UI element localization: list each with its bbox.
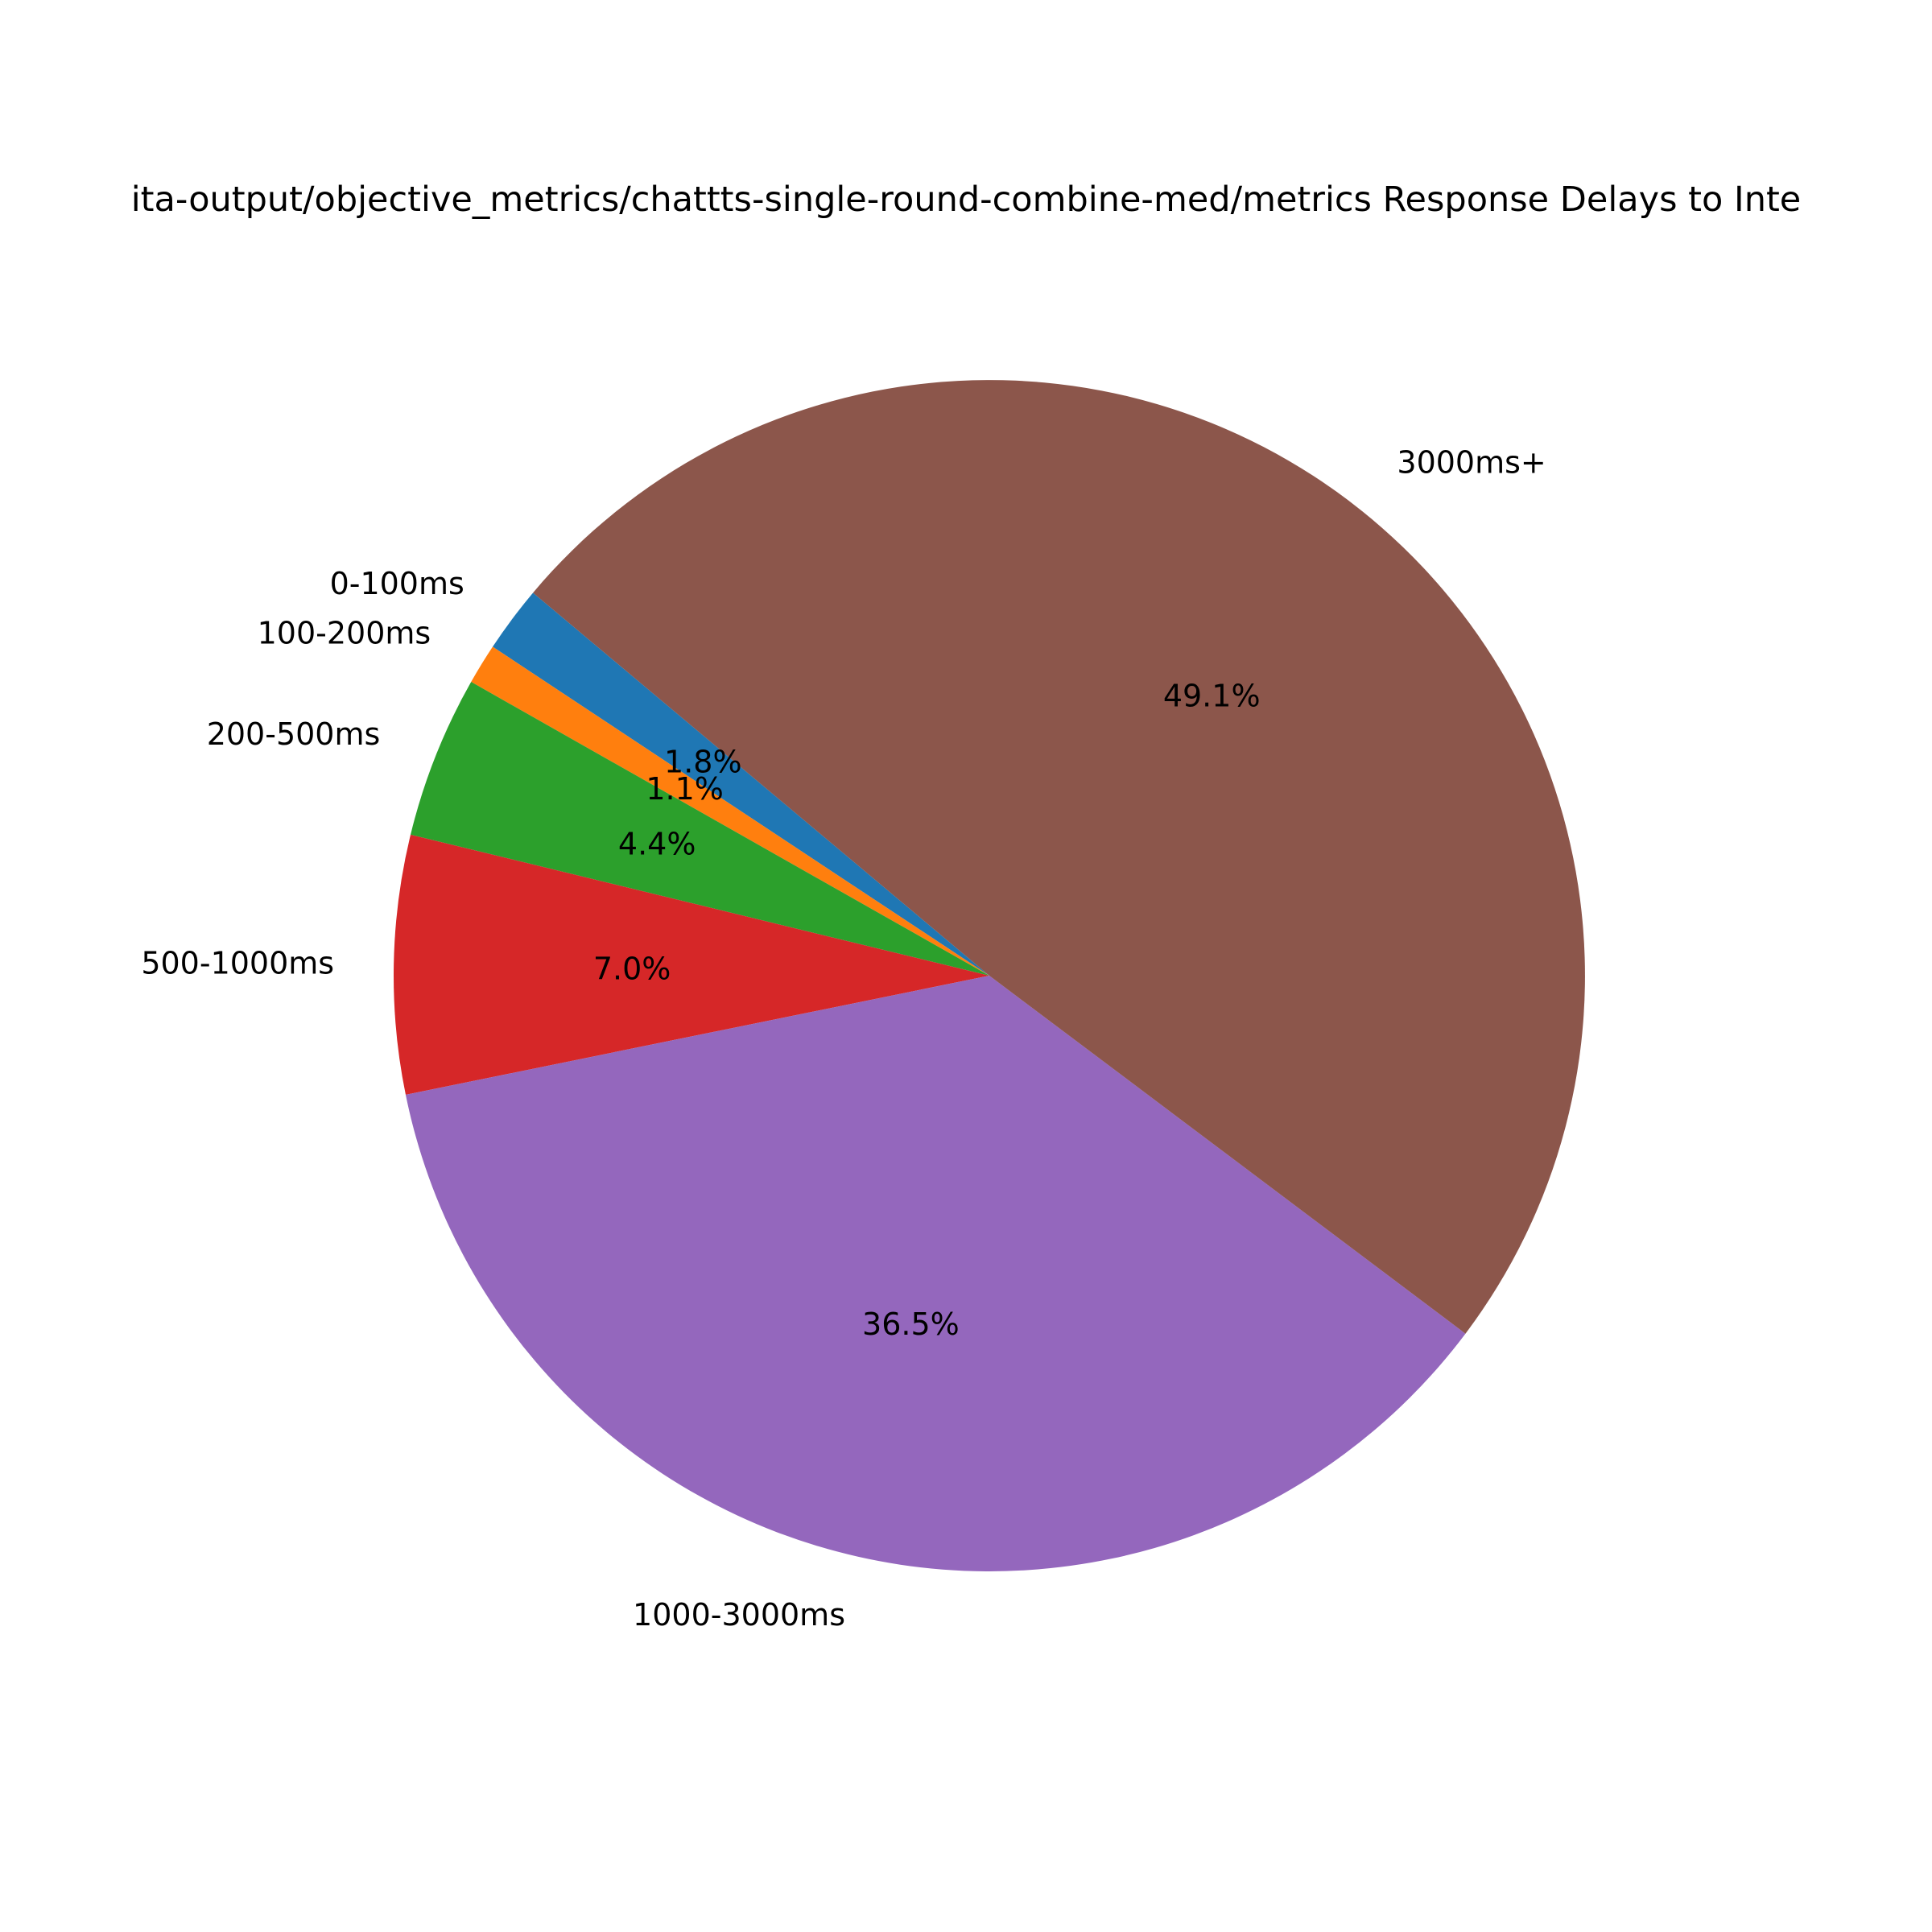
slice-label-200-500ms: 200-500ms: [207, 716, 381, 752]
pie-slice-3000msplus: [533, 380, 1585, 1334]
slice-label-1000-3000ms: 1000-3000ms: [633, 1597, 845, 1633]
pct-label-200-500ms: 4.4%: [618, 826, 696, 861]
pie-slice-500-1000ms: [393, 834, 989, 1095]
slice-label-3000msplus: 3000ms+: [1397, 445, 1546, 481]
slice-label-500-1000ms: 500-1000ms: [141, 946, 334, 981]
pie-slices: [393, 380, 1585, 1571]
slice-label-0-100ms: 0-100ms: [330, 566, 464, 601]
pie-slice-1000-3000ms: [405, 976, 1466, 1571]
pie-slice-200-500ms: [411, 682, 989, 976]
pie-slice-100-200ms: [471, 646, 989, 976]
pct-label-3000msplus: 49.1%: [1163, 678, 1261, 713]
pct-label-500-1000ms: 7.0%: [593, 952, 671, 987]
pie-slice-0-100ms: [493, 592, 989, 976]
chart-title: ita-output/objective_metrics/chattts-sin…: [131, 180, 1802, 220]
pct-label-100-200ms: 1.1%: [646, 771, 724, 807]
pct-label-0-100ms: 1.8%: [664, 744, 742, 779]
pie-labels: 1.8% 0-100ms 1.1% 100-200ms 4.4% 200-500ms 7.0…: [141, 445, 1546, 1633]
slice-label-100-200ms: 100-200ms: [258, 615, 431, 650]
pct-label-1000-3000ms: 36.5%: [862, 1307, 960, 1342]
